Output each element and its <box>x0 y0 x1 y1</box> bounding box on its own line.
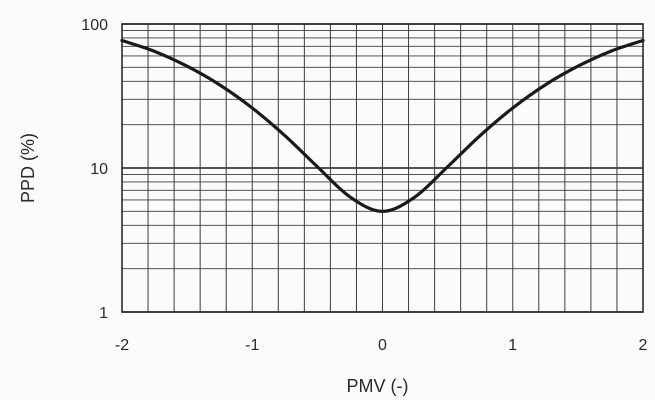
grid <box>121 23 644 313</box>
x-tick-label: 0 <box>378 337 387 354</box>
plot-frame <box>121 23 644 313</box>
x-axis-label: PMV (-) <box>347 376 409 396</box>
series-layer <box>120 38 645 213</box>
plot-border <box>121 23 644 313</box>
x-tick-label: -2 <box>115 337 129 354</box>
y-tick-labels: 1 10 100 <box>81 17 108 322</box>
y-tick-label: 1 <box>99 305 108 322</box>
x-tick-label: 1 <box>508 337 517 354</box>
x-tick-label: -1 <box>245 337 259 354</box>
y-tick-label: 10 <box>90 161 108 178</box>
y-axis-label: PPD (%) <box>18 133 38 203</box>
y-tick-label: 100 <box>81 17 108 34</box>
ppd-curve <box>120 38 645 213</box>
x-tick-labels: -2 -1 0 1 2 <box>115 337 648 354</box>
x-tick-label: 2 <box>639 337 648 354</box>
